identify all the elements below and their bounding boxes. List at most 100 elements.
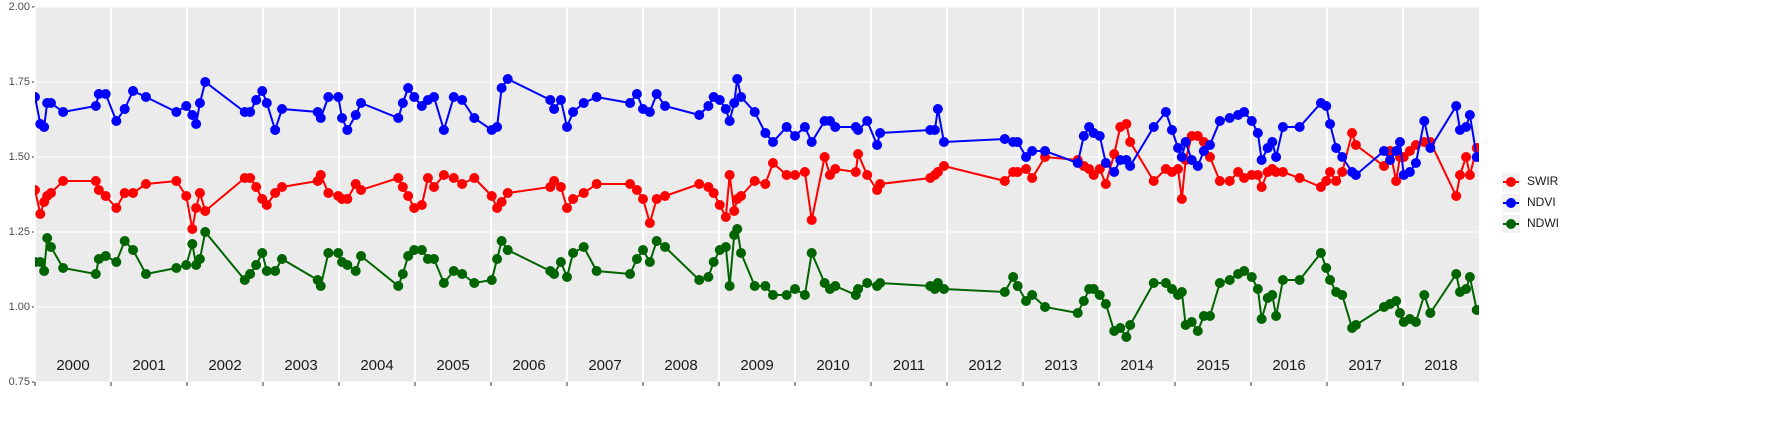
data-point xyxy=(140,92,151,102)
data-point xyxy=(644,218,655,228)
data-point xyxy=(93,185,104,195)
data-point xyxy=(578,188,589,198)
data-point xyxy=(337,113,348,123)
data-point xyxy=(1471,152,1479,162)
year-label: 2012 xyxy=(968,357,1001,374)
data-point xyxy=(350,266,361,276)
data-point xyxy=(270,125,281,135)
data-point xyxy=(119,188,130,198)
data-point xyxy=(486,191,497,201)
year-label: 2002 xyxy=(208,357,241,374)
data-point xyxy=(760,281,771,291)
data-point xyxy=(342,194,353,204)
data-point xyxy=(1094,290,1105,300)
data-point xyxy=(1425,143,1436,153)
data-point xyxy=(578,242,589,252)
data-point xyxy=(502,74,513,84)
data-point xyxy=(181,191,192,201)
plot-panel xyxy=(35,7,1479,382)
data-point xyxy=(724,116,735,126)
data-point xyxy=(591,266,602,276)
data-point xyxy=(1109,149,1120,159)
data-point xyxy=(720,212,731,222)
data-point xyxy=(1451,269,1462,279)
data-point xyxy=(1148,122,1159,132)
data-point xyxy=(790,284,800,294)
data-point xyxy=(638,194,648,204)
year-label: 2011 xyxy=(893,357,925,374)
data-point xyxy=(403,251,414,261)
data-point xyxy=(438,170,449,180)
data-point xyxy=(767,137,778,147)
data-point xyxy=(938,161,949,171)
data-point xyxy=(1173,164,1184,174)
data-point xyxy=(1100,299,1111,309)
y-tick-label: 0.75 xyxy=(9,376,30,388)
data-point xyxy=(932,167,943,177)
data-point xyxy=(171,176,182,186)
data-point xyxy=(781,290,792,300)
data-point xyxy=(1271,311,1282,321)
year-label: 2003 xyxy=(284,357,317,374)
data-point xyxy=(1100,179,1111,189)
data-point xyxy=(457,179,468,189)
data-point xyxy=(342,260,353,270)
data-point xyxy=(875,278,886,288)
data-point xyxy=(1461,284,1472,294)
data-point xyxy=(277,254,287,264)
data-point xyxy=(1204,152,1215,162)
data-point xyxy=(1331,143,1342,153)
data-point xyxy=(568,194,579,204)
data-point xyxy=(1315,248,1326,258)
data-point xyxy=(1271,152,1282,162)
data-point xyxy=(356,185,367,195)
data-point xyxy=(397,98,408,108)
data-point xyxy=(45,188,56,198)
data-point xyxy=(245,107,256,117)
data-point xyxy=(393,281,404,291)
data-point xyxy=(862,116,873,126)
data-point xyxy=(1256,182,1267,192)
data-point xyxy=(651,194,662,204)
data-point xyxy=(1078,131,1089,141)
data-point xyxy=(929,125,940,135)
data-point xyxy=(1115,323,1126,333)
data-point xyxy=(1021,152,1032,162)
data-point xyxy=(200,206,211,216)
y-tick-label: 1.25 xyxy=(9,226,30,238)
data-point xyxy=(1192,326,1203,336)
data-point xyxy=(187,224,198,234)
data-point xyxy=(562,272,572,282)
data-point xyxy=(799,167,810,177)
year-label: 2018 xyxy=(1424,357,1457,374)
data-point xyxy=(1125,320,1136,330)
data-point xyxy=(1461,122,1472,132)
data-point xyxy=(1021,296,1032,306)
data-point xyxy=(1337,290,1348,300)
data-point xyxy=(736,248,747,258)
data-point xyxy=(1464,110,1475,120)
data-point xyxy=(448,173,459,183)
data-point xyxy=(422,173,433,183)
data-point xyxy=(429,182,439,192)
year-label: 2014 xyxy=(1120,357,1153,374)
data-point xyxy=(270,266,281,276)
data-point xyxy=(799,122,810,132)
data-point xyxy=(1321,101,1332,111)
data-point xyxy=(245,269,256,279)
data-point xyxy=(724,281,735,291)
data-point xyxy=(724,170,735,180)
data-point xyxy=(1271,167,1282,177)
year-label: 2001 xyxy=(132,357,165,374)
data-point xyxy=(562,122,572,132)
data-point xyxy=(469,278,480,288)
data-point xyxy=(397,269,408,279)
data-point xyxy=(496,83,507,93)
data-point xyxy=(1186,155,1197,165)
data-point xyxy=(93,89,104,99)
data-point xyxy=(694,275,705,285)
data-point xyxy=(932,104,943,114)
data-point xyxy=(999,287,1010,297)
data-point xyxy=(333,248,344,258)
data-point xyxy=(323,248,334,258)
